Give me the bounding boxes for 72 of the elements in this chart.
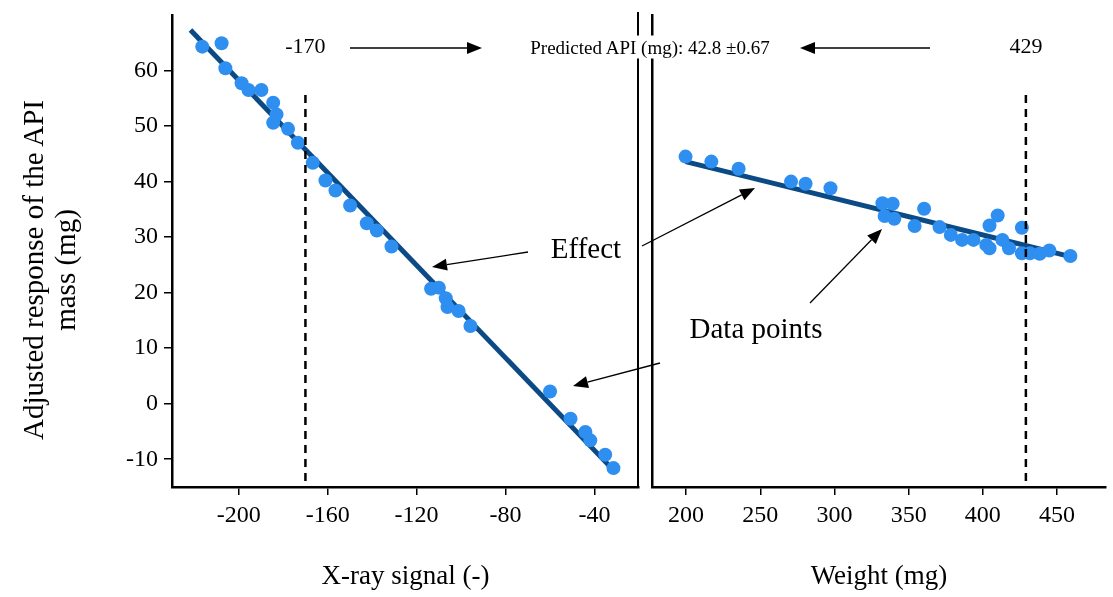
point bbox=[907, 219, 922, 234]
x-tick-label: 450 bbox=[1039, 500, 1076, 527]
y-tick-label: 60 bbox=[134, 55, 158, 82]
point bbox=[305, 155, 320, 170]
y-tick-label: 0 bbox=[146, 389, 158, 415]
x-tick-label: 400 bbox=[964, 500, 1001, 527]
point bbox=[359, 216, 374, 231]
point bbox=[731, 161, 746, 176]
point bbox=[823, 181, 838, 196]
point bbox=[266, 115, 281, 130]
point bbox=[887, 211, 902, 226]
point bbox=[318, 173, 333, 188]
point bbox=[1001, 241, 1016, 256]
ref-line-label: -170 bbox=[285, 32, 326, 58]
point bbox=[369, 223, 384, 238]
point bbox=[214, 36, 229, 51]
x-tick-label: -40 bbox=[578, 500, 611, 527]
y-tick-label: 30 bbox=[134, 222, 158, 249]
y-axis-title: Adjusted response of the API mass (mg) bbox=[17, 100, 82, 440]
point bbox=[784, 174, 799, 189]
point bbox=[704, 154, 719, 169]
x-tick-label: 200 bbox=[668, 500, 705, 527]
point bbox=[266, 95, 281, 110]
point bbox=[1063, 249, 1078, 263]
x-tick-label: 350 bbox=[890, 500, 927, 527]
point bbox=[384, 239, 399, 254]
point bbox=[943, 227, 958, 242]
x-tick-label: -80 bbox=[489, 500, 522, 527]
x-tick-label: -160 bbox=[305, 500, 350, 527]
x-tick-label: 300 bbox=[816, 500, 853, 527]
point bbox=[1014, 220, 1029, 235]
y-tick-label: 20 bbox=[134, 277, 158, 304]
point bbox=[955, 232, 970, 247]
point bbox=[563, 411, 578, 426]
point bbox=[917, 201, 932, 216]
point bbox=[195, 39, 210, 54]
y-tick-label: -10 bbox=[126, 444, 158, 471]
ref-line-label: 429 bbox=[1009, 32, 1043, 58]
y-tick-label: 50 bbox=[134, 111, 158, 138]
point bbox=[281, 121, 296, 136]
annotation: Effect bbox=[550, 231, 622, 264]
point bbox=[463, 318, 478, 333]
point bbox=[254, 82, 269, 97]
y-tick-label: 10 bbox=[134, 333, 158, 360]
point bbox=[606, 461, 621, 476]
x-tick-label: -120 bbox=[394, 500, 439, 527]
point bbox=[543, 384, 558, 399]
point bbox=[982, 218, 997, 233]
point bbox=[966, 232, 981, 247]
x-axis-title: Weight (mg) bbox=[810, 559, 948, 590]
point bbox=[1042, 243, 1057, 258]
point bbox=[885, 196, 900, 211]
point bbox=[932, 220, 947, 235]
point bbox=[241, 82, 256, 97]
point bbox=[218, 61, 233, 76]
point bbox=[798, 176, 813, 191]
point bbox=[990, 208, 1005, 223]
annotation: Predicted API (mg): 42.8 ±0.67 bbox=[526, 35, 774, 59]
point bbox=[583, 433, 598, 448]
point bbox=[451, 303, 466, 318]
point bbox=[982, 241, 997, 256]
point bbox=[440, 300, 455, 315]
point bbox=[598, 447, 613, 462]
y-tick-label: 40 bbox=[134, 166, 158, 193]
x-tick-label: 250 bbox=[742, 500, 779, 527]
point bbox=[290, 135, 305, 150]
point bbox=[328, 183, 343, 198]
point bbox=[343, 198, 358, 213]
point bbox=[678, 149, 693, 164]
annotation: Data points bbox=[689, 311, 823, 344]
x-axis-title: X-ray signal (-) bbox=[321, 559, 490, 590]
x-tick-label: -200 bbox=[216, 500, 261, 527]
